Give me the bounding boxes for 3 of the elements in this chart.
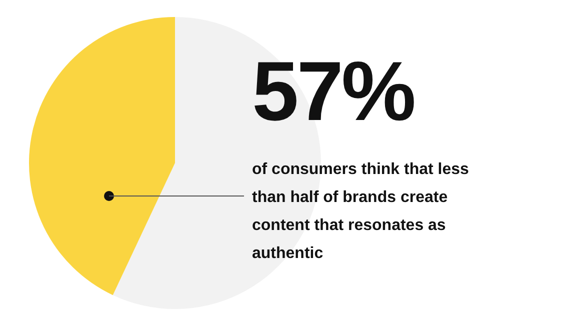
text: 57% bbox=[252, 44, 414, 138]
pie-slice bbox=[29, 17, 175, 296]
text: of consumers think that less than half of brands create content that resonates as authentic bbox=[252, 160, 470, 264]
